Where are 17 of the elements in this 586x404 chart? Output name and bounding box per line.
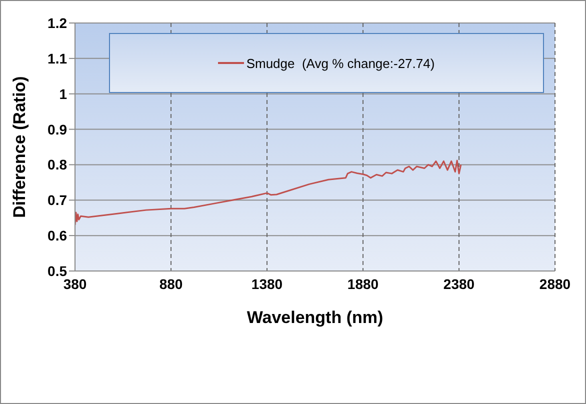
x-tick-label: 880 bbox=[159, 276, 183, 292]
y-tick-label: 1 bbox=[59, 86, 68, 102]
y-tick-label: 1.2 bbox=[48, 14, 68, 31]
x-tick-label: 2380 bbox=[443, 276, 475, 292]
legend-box: Smudge (Avg % change:-27.74) bbox=[109, 33, 544, 93]
x-tick-label: 2880 bbox=[539, 276, 571, 292]
y-tick-label: 0.7 bbox=[48, 192, 68, 208]
y-tick-label: 1.1 bbox=[48, 50, 68, 66]
y-tick-label: 0.9 bbox=[48, 121, 68, 138]
x-tick-label: 1380 bbox=[251, 276, 283, 292]
y-tick-label: 0.8 bbox=[48, 156, 68, 173]
legend-label: Smudge (Avg % change:-27.74) bbox=[246, 56, 435, 70]
y-tick-label: 0.6 bbox=[48, 228, 68, 244]
x-axis-title: Wavelength (nm) bbox=[246, 308, 384, 327]
line-series bbox=[75, 160, 462, 226]
y-axis-title: Difference (Ratio) bbox=[10, 76, 30, 218]
x-tick-label: 1880 bbox=[347, 276, 379, 292]
